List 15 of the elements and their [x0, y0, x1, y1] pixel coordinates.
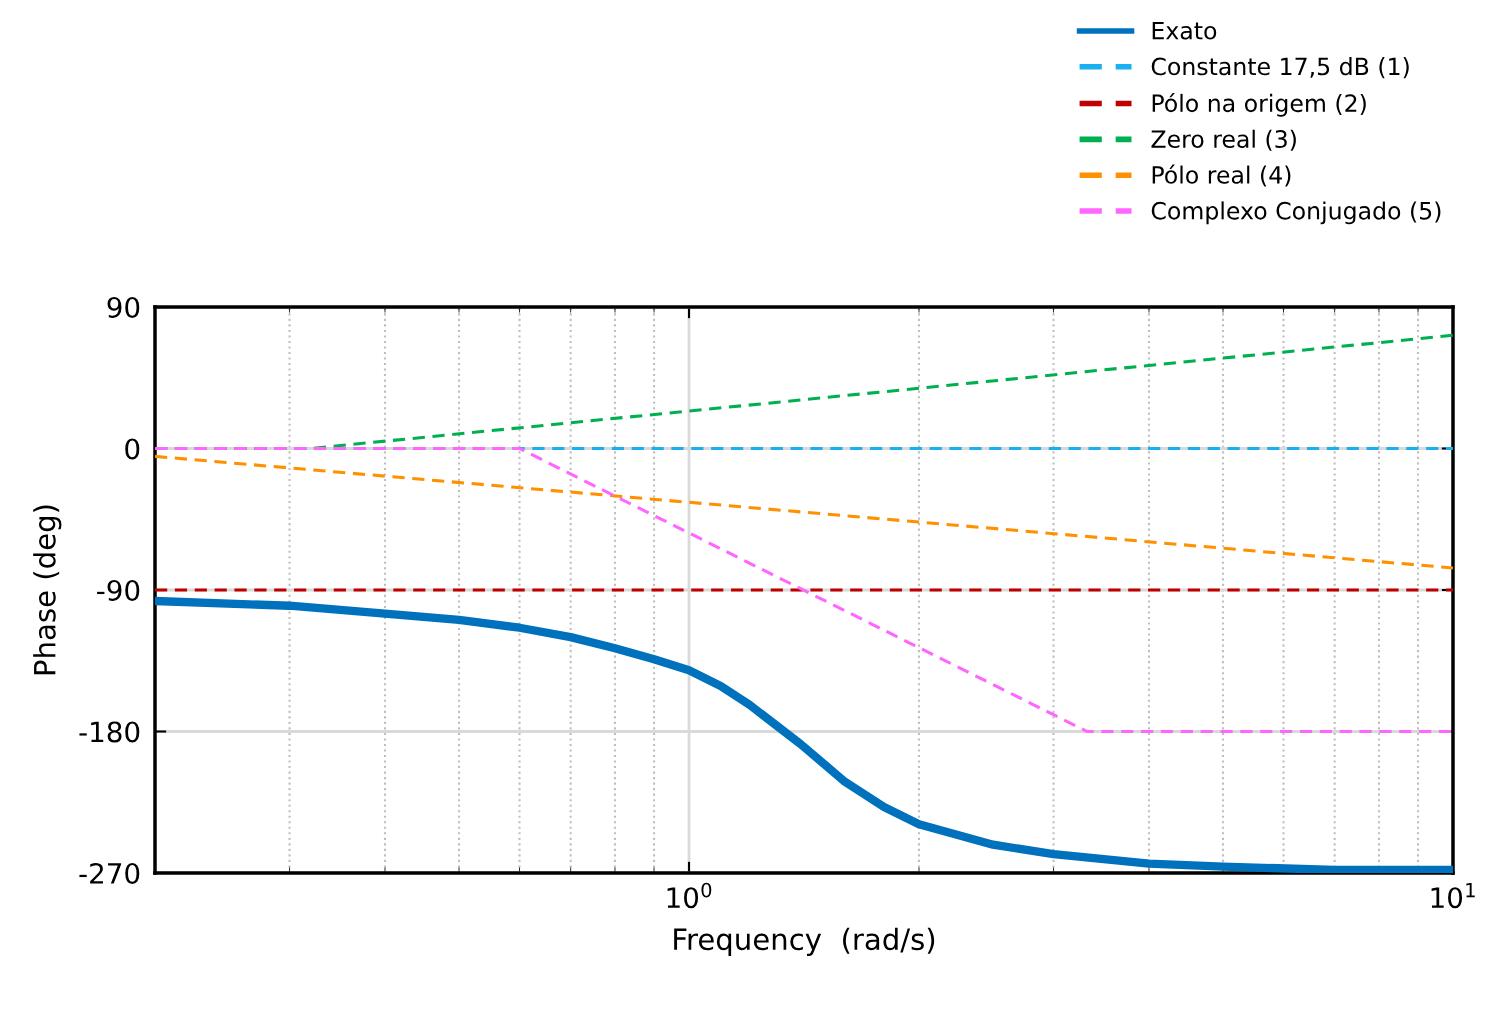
- y-tick-label: -180: [79, 721, 140, 743]
- y-axis-title: Phase (deg): [33, 505, 62, 675]
- legend-label: Constante 17,5 dB (1): [1151, 57, 1409, 79]
- legend-label: Exato: [1152, 21, 1217, 40]
- legend-label: Complexo Conjugado (5): [1151, 201, 1441, 225]
- legend-label: Pólo na origem (2): [1152, 92, 1366, 117]
- x-tick-label: 10$^{1}$: [1431, 883, 1475, 909]
- y-tick-label: -270: [79, 862, 140, 884]
- y-tick-label: 0: [125, 438, 140, 460]
- legend-label: Zero real (3): [1151, 129, 1296, 151]
- x-tick-label: 10$^{0}$: [667, 882, 712, 909]
- x-axis-title: Frequency (rad/s): [674, 927, 935, 956]
- legend-label: Pólo real (4): [1152, 164, 1291, 187]
- y-tick-label: -90: [97, 579, 140, 601]
- y-tick-label: 90: [107, 296, 140, 318]
